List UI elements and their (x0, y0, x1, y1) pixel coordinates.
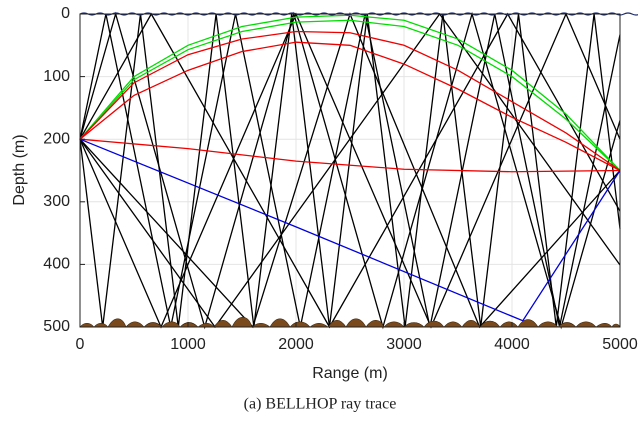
x-tick-label: 2000 (278, 336, 314, 353)
y-tick-label: 400 (43, 256, 70, 273)
plot (79, 11, 621, 330)
ray (79, 41, 621, 172)
x-tick-label: 0 (76, 336, 85, 353)
caption: (a) BELLHOP ray trace (244, 396, 397, 413)
x-tick-label: 1000 (170, 336, 206, 353)
ray (79, 19, 621, 171)
ray (79, 13, 621, 328)
x-axis-label: Range (m) (312, 365, 388, 382)
y-tick-label: 500 (43, 318, 70, 335)
x-tick-label: 4000 (494, 336, 530, 353)
y-tick-label: 200 (43, 130, 70, 147)
ray (79, 12, 621, 329)
ray (79, 13, 621, 328)
ray (79, 30, 621, 172)
y-tick-label: 300 (43, 193, 70, 210)
axes-box (79, 13, 621, 328)
ray (79, 11, 621, 330)
y-axis-label: Depth (m) (11, 134, 28, 205)
y-tick-label: 0 (61, 5, 70, 22)
ray (79, 12, 621, 329)
ray (79, 138, 621, 173)
y-tick-label: 100 (43, 68, 70, 85)
plot-area (80, 14, 620, 327)
x-tick-label: 3000 (386, 336, 422, 353)
x-tick-label: 5000 (602, 336, 638, 353)
ray (79, 138, 621, 322)
